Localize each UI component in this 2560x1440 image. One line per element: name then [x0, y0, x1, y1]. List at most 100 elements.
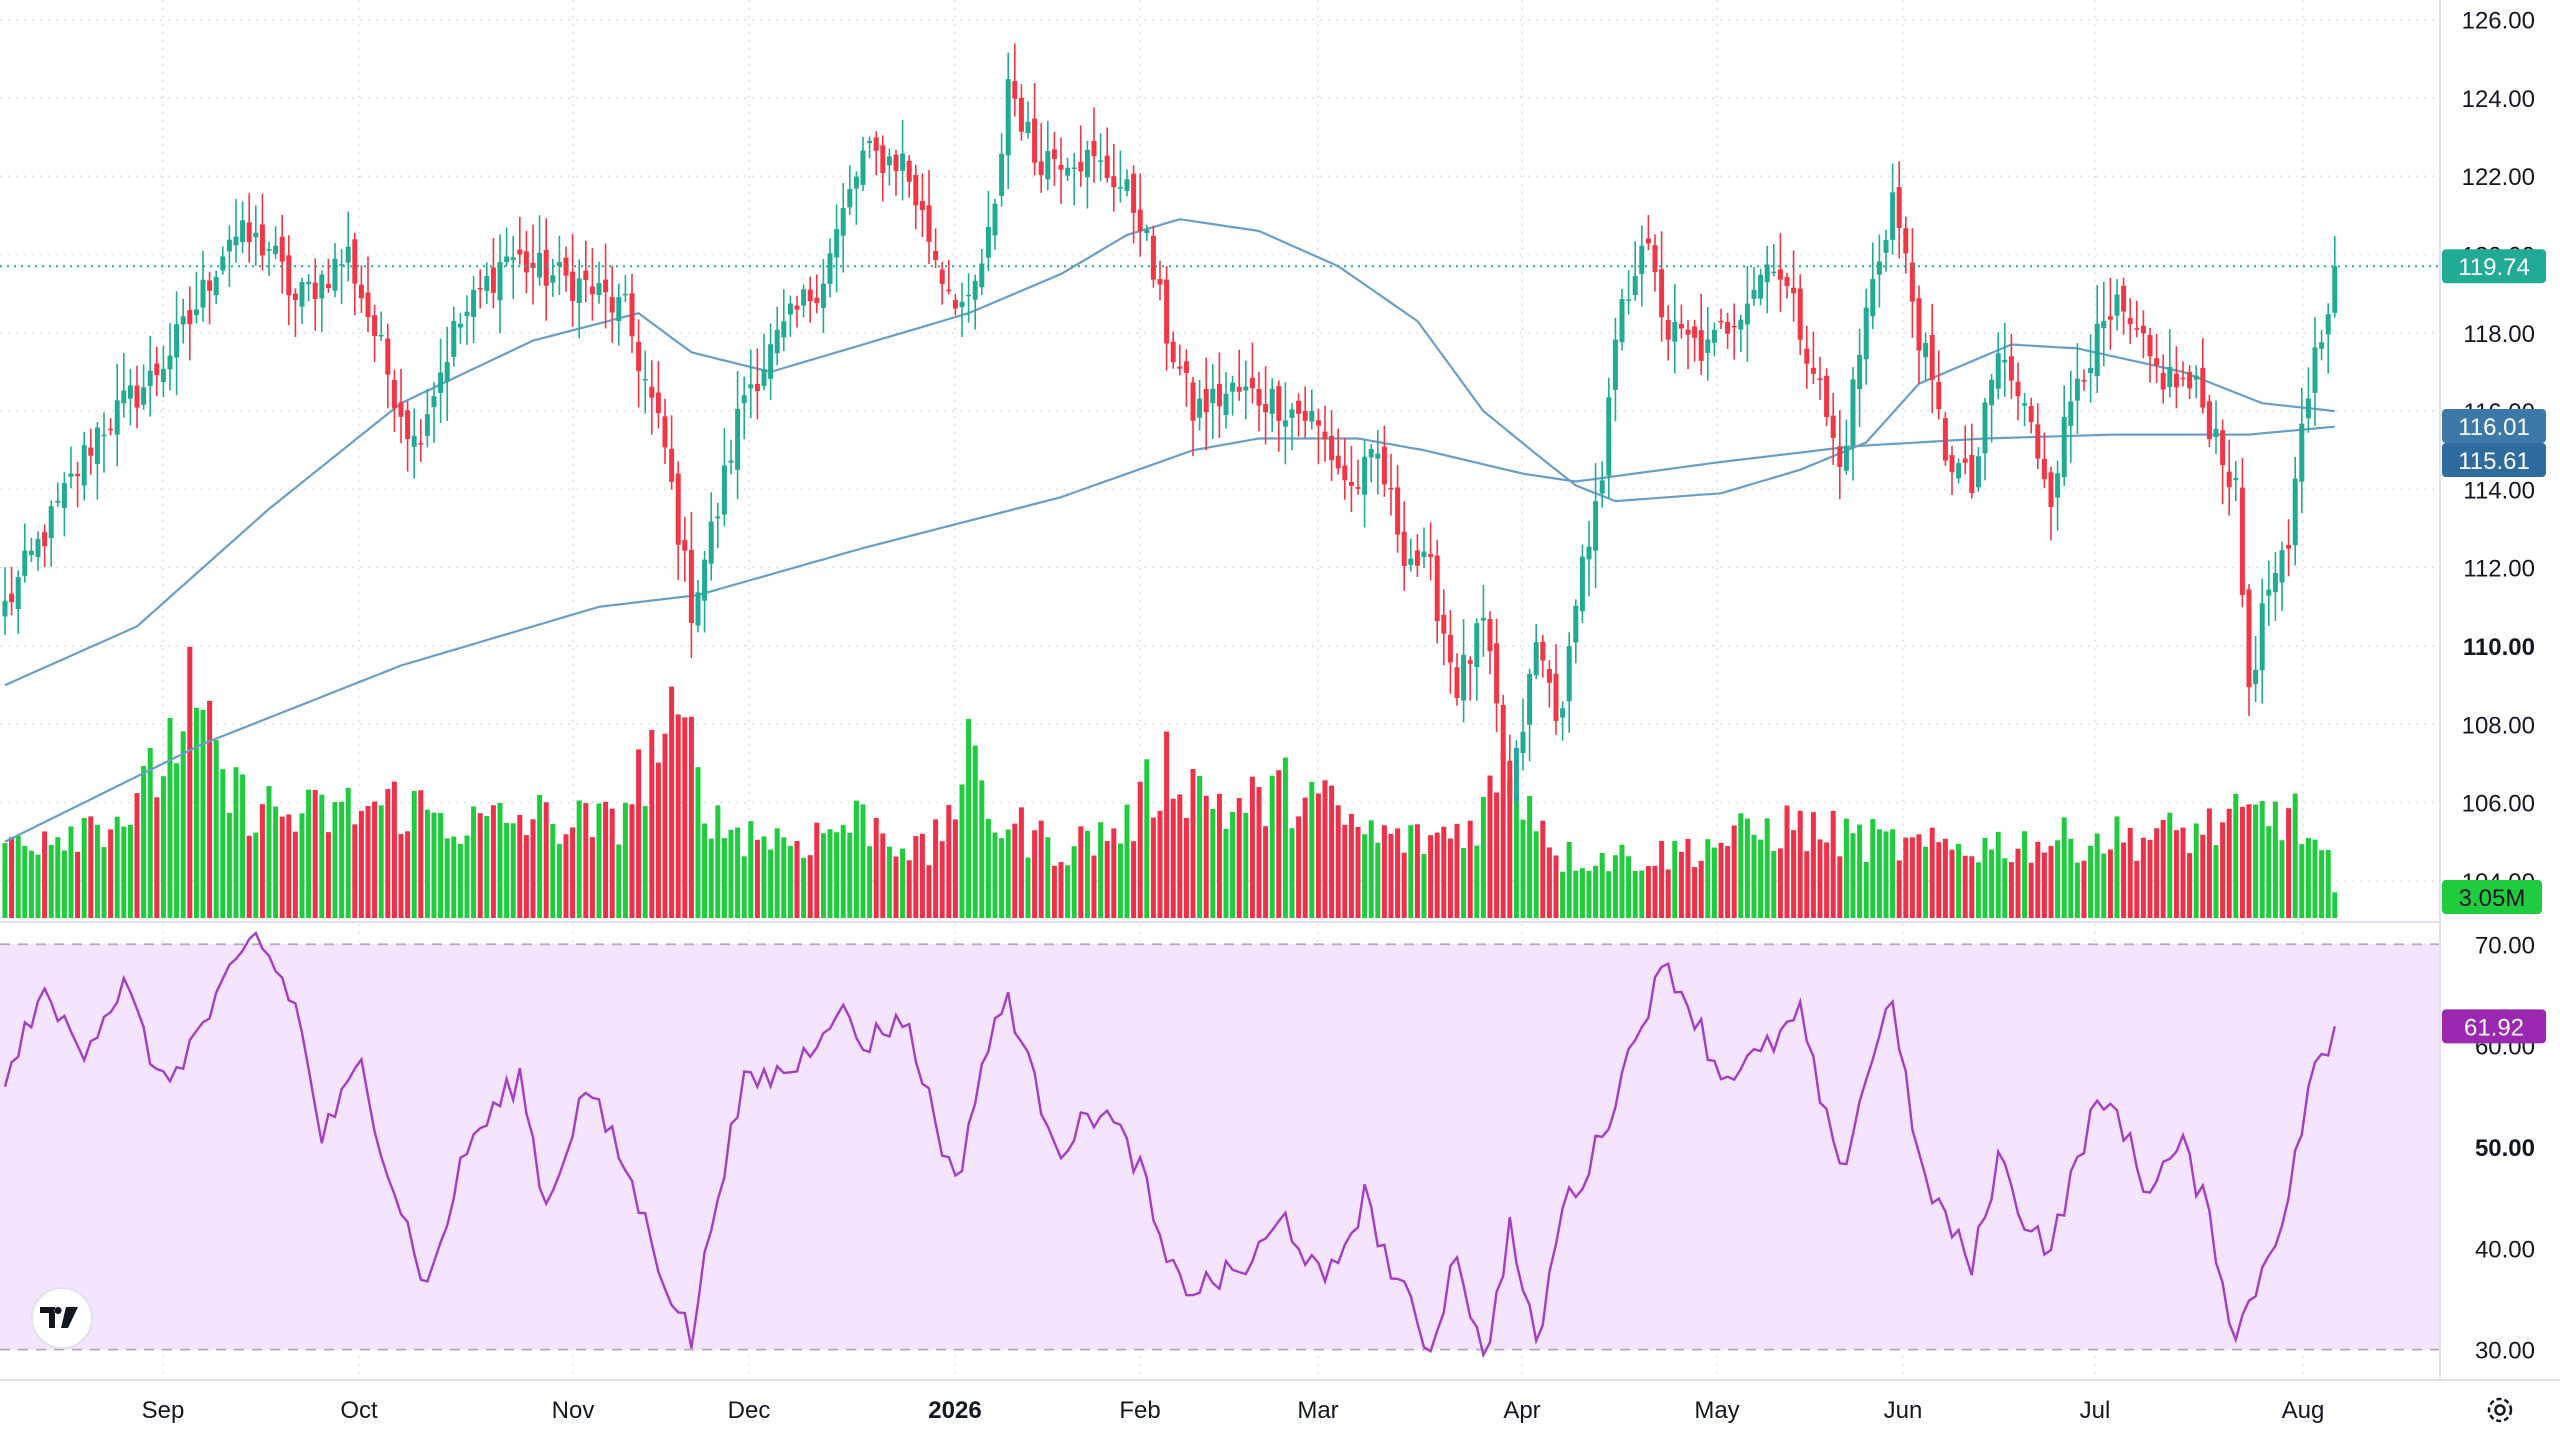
candle[interactable]: [1850, 367, 1856, 481]
candle[interactable]: [22, 523, 28, 583]
candle[interactable]: [781, 289, 787, 352]
candle[interactable]: [1058, 137, 1064, 204]
candle[interactable]: [748, 349, 754, 418]
candle[interactable]: [193, 271, 199, 324]
candle[interactable]: [1335, 428, 1341, 475]
candle[interactable]: [1777, 233, 1783, 312]
candle[interactable]: [721, 428, 727, 527]
candle[interactable]: [1408, 538, 1414, 572]
candle[interactable]: [477, 269, 483, 309]
candle[interactable]: [523, 230, 529, 294]
candle[interactable]: [2061, 385, 2067, 486]
candle[interactable]: [860, 136, 866, 191]
candle[interactable]: [1619, 288, 1625, 351]
candle[interactable]: [1256, 371, 1262, 432]
candle[interactable]: [1117, 150, 1123, 203]
candle[interactable]: [15, 570, 21, 634]
candle[interactable]: [226, 225, 232, 287]
candle[interactable]: [1612, 317, 1618, 422]
candle[interactable]: [1725, 312, 1731, 349]
candle[interactable]: [1348, 445, 1354, 513]
candle[interactable]: [9, 566, 15, 616]
candle[interactable]: [497, 234, 503, 334]
candle[interactable]: [880, 135, 886, 202]
candle[interactable]: [279, 214, 285, 294]
candle[interactable]: [1520, 698, 1526, 771]
candle[interactable]: [273, 226, 279, 259]
candle[interactable]: [233, 198, 239, 263]
candle[interactable]: [1045, 120, 1051, 191]
candle[interactable]: [200, 250, 206, 322]
candle[interactable]: [1903, 216, 1909, 274]
candle[interactable]: [827, 238, 833, 298]
candle[interactable]: [88, 428, 94, 475]
candle[interactable]: [1078, 125, 1084, 187]
candle[interactable]: [576, 259, 582, 339]
candle[interactable]: [1665, 305, 1671, 361]
candle[interactable]: [787, 295, 793, 337]
candle[interactable]: [2226, 439, 2232, 516]
candle[interactable]: [1975, 447, 1981, 492]
candle[interactable]: [1071, 152, 1077, 206]
candle[interactable]: [1771, 244, 1777, 277]
candle[interactable]: [1824, 368, 1830, 426]
candle[interactable]: [121, 352, 127, 418]
candle[interactable]: [2055, 460, 2061, 531]
candle[interactable]: [1744, 265, 1750, 362]
candle[interactable]: [794, 295, 800, 328]
candle[interactable]: [1322, 405, 1328, 462]
candle[interactable]: [2002, 322, 2008, 397]
candle[interactable]: [886, 148, 892, 186]
candle[interactable]: [1362, 439, 1368, 528]
candle[interactable]: [1296, 393, 1302, 437]
candle[interactable]: [1302, 386, 1308, 438]
candle[interactable]: [504, 227, 510, 267]
candle[interactable]: [1315, 408, 1321, 464]
candle[interactable]: [2028, 397, 2034, 434]
candle[interactable]: [563, 246, 569, 292]
candle[interactable]: [1553, 643, 1559, 735]
candle[interactable]: [768, 323, 774, 401]
candle[interactable]: [411, 408, 417, 479]
candle[interactable]: [1474, 618, 1480, 701]
candle[interactable]: [1210, 364, 1216, 440]
candle[interactable]: [1936, 350, 1942, 420]
candle[interactable]: [972, 274, 978, 330]
candle[interactable]: [1421, 527, 1427, 569]
candle[interactable]: [1269, 378, 1275, 432]
candle[interactable]: [2048, 466, 2054, 541]
candle[interactable]: [345, 211, 351, 282]
candle[interactable]: [2325, 303, 2331, 374]
candle[interactable]: [2134, 300, 2140, 338]
candle[interactable]: [1038, 123, 1044, 193]
candle[interactable]: [61, 472, 67, 537]
candle[interactable]: [1929, 303, 1935, 414]
candle[interactable]: [1810, 331, 1816, 385]
candle[interactable]: [1276, 380, 1282, 452]
candle[interactable]: [1586, 520, 1592, 597]
candle[interactable]: [834, 204, 840, 293]
candle[interactable]: [2035, 403, 2041, 470]
candle[interactable]: [2305, 367, 2311, 433]
candle[interactable]: [2312, 317, 2318, 426]
candlestick-layer[interactable]: [2, 43, 2338, 824]
candle[interactable]: [405, 401, 411, 472]
candle[interactable]: [187, 286, 193, 361]
candle[interactable]: [127, 368, 133, 426]
candle[interactable]: [919, 173, 925, 237]
candle[interactable]: [68, 446, 74, 489]
candle[interactable]: [728, 439, 734, 475]
candle[interactable]: [2299, 387, 2305, 513]
candle[interactable]: [583, 240, 589, 303]
candle[interactable]: [2239, 458, 2245, 608]
candle[interactable]: [253, 205, 259, 266]
candle[interactable]: [1659, 231, 1665, 342]
candle[interactable]: [1329, 410, 1335, 481]
candle[interactable]: [2068, 370, 2074, 463]
candle[interactable]: [1282, 382, 1288, 465]
candle[interactable]: [1804, 325, 1810, 389]
candle[interactable]: [1593, 463, 1599, 588]
candle[interactable]: [2206, 394, 2212, 447]
candle[interactable]: [959, 282, 965, 337]
candle[interactable]: [167, 323, 173, 391]
